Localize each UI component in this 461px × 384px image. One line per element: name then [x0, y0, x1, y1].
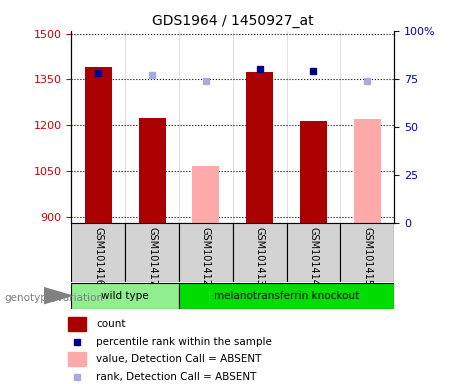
Bar	[139, 118, 165, 223]
Bar	[340, 223, 394, 282]
Text: wild type: wild type	[101, 291, 149, 301]
Bar	[233, 223, 287, 282]
Bar	[300, 121, 327, 223]
Text: GSM101414: GSM101414	[308, 227, 319, 286]
Text: percentile rank within the sample: percentile rank within the sample	[96, 337, 272, 347]
Text: GSM101415: GSM101415	[362, 227, 372, 286]
Bar	[68, 317, 86, 331]
Text: melanotransferrin knockout: melanotransferrin knockout	[214, 291, 359, 301]
Bar	[193, 166, 219, 223]
Polygon shape	[44, 288, 71, 304]
Text: GSM101413: GSM101413	[254, 227, 265, 286]
Bar	[179, 223, 233, 282]
Bar	[71, 283, 179, 309]
Bar	[85, 67, 112, 223]
Bar	[246, 72, 273, 223]
Text: GSM101412: GSM101412	[201, 227, 211, 286]
Bar	[71, 223, 125, 282]
Bar	[287, 223, 340, 282]
Bar	[179, 283, 394, 309]
Text: count: count	[96, 319, 125, 329]
Text: genotype/variation: genotype/variation	[5, 293, 104, 303]
Text: GSM101417: GSM101417	[147, 227, 157, 286]
Bar	[125, 223, 179, 282]
Text: rank, Detection Call = ABSENT: rank, Detection Call = ABSENT	[96, 372, 256, 382]
Bar	[354, 119, 381, 223]
Text: GSM101416: GSM101416	[93, 227, 103, 286]
Title: GDS1964 / 1450927_at: GDS1964 / 1450927_at	[152, 14, 313, 28]
Bar	[68, 352, 86, 366]
Text: value, Detection Call = ABSENT: value, Detection Call = ABSENT	[96, 354, 261, 364]
